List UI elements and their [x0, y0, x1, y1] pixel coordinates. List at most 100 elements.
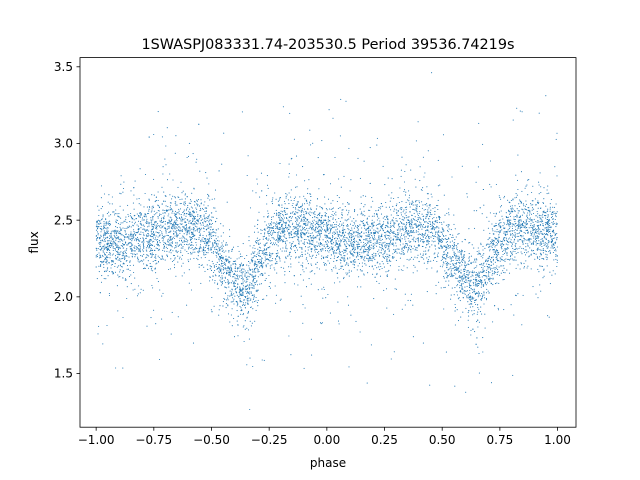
data-point — [176, 241, 178, 244]
data-point — [426, 205, 428, 207]
data-point — [171, 223, 173, 225]
data-point — [466, 271, 468, 273]
data-point — [288, 220, 290, 222]
data-point — [100, 255, 102, 257]
data-point — [339, 207, 341, 209]
data-point — [368, 215, 370, 217]
data-point — [258, 246, 260, 248]
data-point — [406, 219, 408, 221]
data-point — [252, 284, 254, 286]
data-point — [114, 229, 116, 231]
data-point — [196, 205, 199, 207]
data-point — [448, 284, 450, 286]
data-point — [532, 221, 534, 223]
data-point — [309, 201, 311, 203]
data-point — [228, 282, 231, 284]
data-point — [372, 237, 374, 240]
data-point — [283, 210, 285, 212]
data-point — [109, 246, 112, 249]
data-point — [390, 214, 392, 216]
data-point — [268, 223, 270, 225]
data-point — [536, 210, 538, 213]
data-point — [161, 203, 163, 205]
data-point — [487, 243, 489, 245]
data-point — [129, 238, 131, 240]
data-point — [506, 233, 508, 235]
data-point — [355, 230, 357, 232]
data-point — [535, 220, 537, 223]
data-point — [211, 246, 213, 248]
data-point — [520, 229, 522, 231]
data-point — [480, 264, 482, 266]
data-point — [194, 216, 196, 218]
data-point — [514, 210, 516, 212]
data-point — [259, 238, 261, 240]
data-point — [463, 256, 465, 258]
data-point — [149, 244, 151, 246]
data-point — [112, 247, 114, 249]
data-point — [380, 226, 382, 228]
data-point — [308, 254, 310, 256]
scatter-points — [95, 72, 558, 411]
data-point — [404, 225, 406, 228]
data-point — [307, 222, 309, 224]
data-point — [222, 258, 224, 260]
data-point — [272, 222, 274, 224]
data-point — [411, 238, 413, 240]
data-point — [489, 280, 491, 282]
data-point — [255, 290, 257, 292]
data-point — [211, 232, 213, 234]
data-point — [494, 215, 496, 217]
data-point — [403, 247, 405, 249]
data-point — [528, 179, 530, 181]
data-point — [497, 269, 499, 271]
data-point — [187, 244, 189, 246]
data-point — [284, 222, 286, 224]
data-point — [187, 205, 189, 207]
data-point — [120, 175, 122, 177]
data-point — [368, 241, 370, 243]
data-point — [427, 236, 430, 238]
data-point — [240, 270, 242, 272]
data-point — [402, 211, 404, 213]
data-point — [303, 213, 305, 216]
data-point — [242, 243, 244, 245]
data-point — [482, 249, 484, 251]
data-point — [286, 230, 289, 232]
data-point — [313, 219, 315, 221]
data-point — [151, 236, 154, 238]
data-point — [419, 166, 421, 168]
data-point — [237, 277, 239, 279]
data-point — [413, 212, 415, 214]
data-point — [361, 214, 363, 216]
data-point — [100, 231, 102, 233]
data-point — [427, 241, 429, 243]
data-point — [408, 232, 410, 234]
data-point — [191, 214, 193, 216]
data-point — [108, 240, 110, 242]
data-point — [272, 216, 274, 218]
data-point — [295, 220, 297, 223]
data-point — [214, 282, 216, 284]
data-point — [532, 232, 534, 234]
data-point — [188, 220, 190, 223]
data-point — [502, 259, 504, 261]
data-point — [152, 287, 154, 289]
data-point — [245, 281, 247, 283]
data-point — [218, 260, 220, 262]
data-point — [185, 227, 187, 230]
data-point — [402, 269, 404, 272]
data-point — [491, 246, 493, 248]
data-point — [400, 209, 402, 211]
data-point — [456, 294, 459, 296]
data-point — [181, 275, 183, 277]
data-point — [402, 249, 404, 252]
data-point — [105, 218, 107, 220]
data-point — [277, 240, 279, 242]
data-point — [410, 245, 412, 247]
data-point — [241, 111, 243, 113]
data-point — [111, 237, 113, 239]
data-point — [200, 257, 202, 259]
data-point — [196, 251, 199, 253]
data-point — [415, 140, 417, 142]
